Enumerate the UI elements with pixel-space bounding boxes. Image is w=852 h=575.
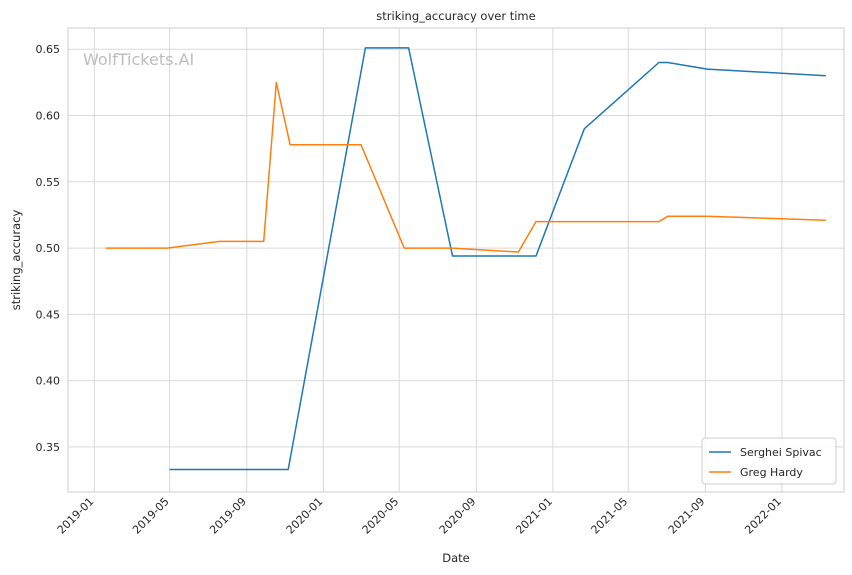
y-tick-label: 0.55 (36, 176, 61, 189)
y-axis-title: striking_accuracy (9, 210, 23, 311)
y-tick-label: 0.40 (36, 375, 61, 388)
y-tick-label: 0.50 (36, 242, 61, 255)
series-line-serghei-spivac (169, 47, 826, 471)
grid (68, 28, 844, 492)
series-line-greg-hardy (105, 81, 826, 253)
plot-frame (67, 27, 845, 493)
plot-area (67, 27, 845, 493)
y-axis-ticks: 0.35 0.40 0.45 0.50 0.55 0.60 0.65 (36, 43, 61, 454)
legend-label-serghei-spivac: Serghei Spivac (740, 446, 822, 459)
y-tick-label: 0.35 (36, 441, 61, 454)
watermark: WolfTickets.AI (83, 50, 194, 69)
chart-title: striking_accuracy over time (376, 9, 535, 23)
y-tick-label: 0.45 (36, 308, 61, 321)
x-axis-title: Date (442, 551, 470, 565)
legend-label-greg-hardy: Greg Hardy (740, 466, 803, 479)
legend-box (701, 437, 837, 485)
legend: Serghei Spivac Greg Hardy (701, 437, 837, 485)
y-tick-label: 0.60 (36, 109, 61, 122)
series-lines (105, 47, 826, 471)
y-tick-label: 0.65 (36, 43, 61, 56)
